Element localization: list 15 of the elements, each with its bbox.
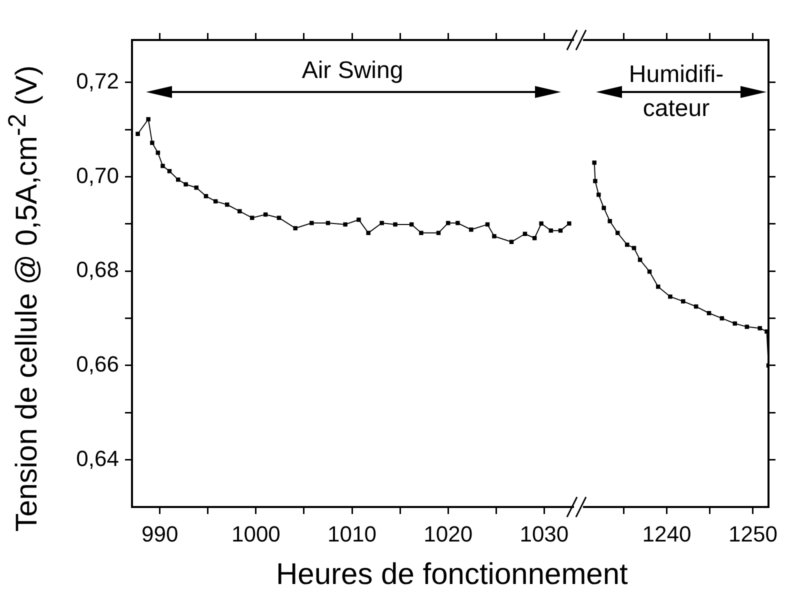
x-tick-label: 990 <box>142 521 178 546</box>
annotation: Humidifi- cateur <box>628 60 725 124</box>
x-tick-label: 1020 <box>424 521 473 546</box>
y-tick-label: 0,68 <box>76 257 119 282</box>
x-tick-label: 1010 <box>328 521 376 546</box>
y-tick-label: 0,70 <box>76 162 119 188</box>
y-tick-label: 0,64 <box>76 446 119 471</box>
annotation: Air Swing <box>300 56 404 86</box>
x-tick-label: 1240 <box>642 521 692 546</box>
y-tick-label: 0,72 <box>76 68 119 94</box>
y-tick-label: 0,66 <box>76 352 119 377</box>
x-tick-label: 1030 <box>520 521 569 546</box>
x-tick-label: 1000 <box>231 521 280 546</box>
x-tick-label: 1250 <box>728 521 778 546</box>
x-axis-title: Heures de fonctionnement <box>276 558 628 592</box>
